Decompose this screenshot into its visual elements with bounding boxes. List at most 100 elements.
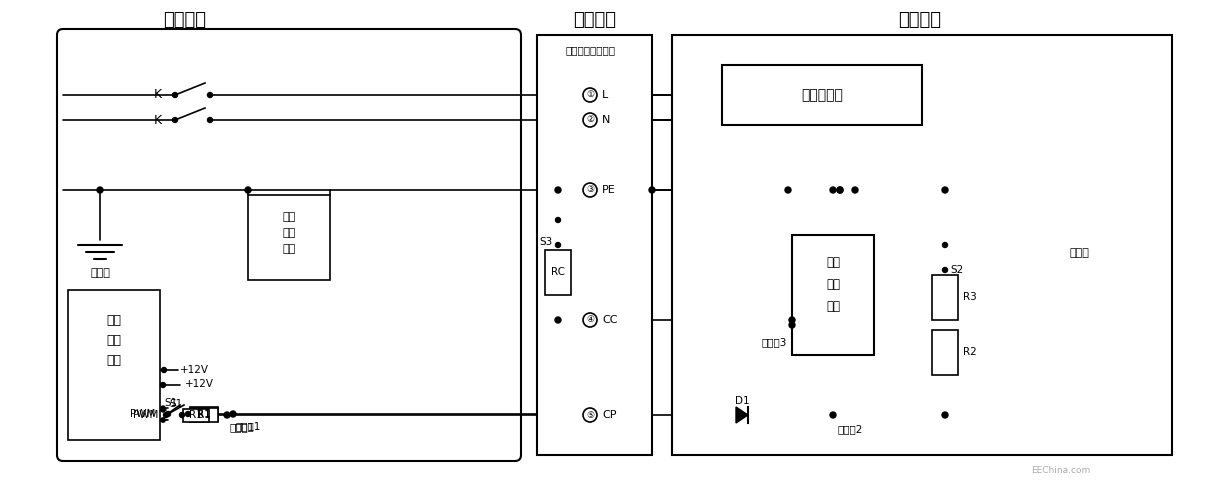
Text: ③: ③ [585,186,594,195]
Circle shape [830,412,836,418]
Bar [791,235,874,355]
Circle shape [587,187,593,193]
Circle shape [207,93,212,98]
Text: 检测点1: 检测点1 [229,422,255,432]
Text: R3: R3 [964,292,977,302]
Text: 车辆插头车辆插座: 车辆插头车辆插座 [565,45,614,55]
Text: 护器: 护器 [282,244,296,254]
Text: +12V: +12V [185,379,215,389]
Text: CP: CP [602,410,617,420]
Circle shape [224,412,230,418]
Circle shape [942,187,948,193]
Circle shape [583,113,598,127]
Text: 控制: 控制 [827,278,840,292]
Text: K: K [154,114,162,126]
Circle shape [789,322,795,328]
Circle shape [161,368,166,372]
Circle shape [555,218,560,222]
Text: PWM: PWM [132,410,158,420]
Text: 流保: 流保 [282,228,296,238]
Bar [932,275,957,320]
Circle shape [852,187,858,193]
Text: K: K [154,89,162,101]
Circle shape [785,187,791,193]
Text: +12V: +12V [181,365,208,375]
Text: S1: S1 [170,399,183,409]
Text: R2: R2 [964,347,977,357]
Circle shape [837,187,844,193]
FancyBboxPatch shape [57,29,521,461]
Circle shape [207,118,212,122]
Circle shape [230,411,236,417]
Text: 检测点1: 检测点1 [235,421,261,431]
Text: S1: S1 [165,398,178,408]
Circle shape [583,88,598,102]
Circle shape [179,413,184,417]
Circle shape [830,187,836,193]
Circle shape [166,412,171,416]
Circle shape [942,412,948,418]
Text: S2: S2 [950,265,964,275]
Circle shape [160,383,166,388]
Bar [545,250,571,295]
Text: EEChina.com: EEChina.com [1030,466,1090,475]
Circle shape [555,243,560,247]
Text: PE: PE [602,185,616,195]
Polygon shape [736,407,748,423]
Text: 供电设备: 供电设备 [164,11,206,29]
Text: ①: ① [585,91,594,99]
Text: R1: R1 [189,410,202,420]
Circle shape [943,268,948,272]
Bar [932,330,957,375]
Text: 车载充电机: 车载充电机 [801,88,842,102]
Text: ②: ② [585,116,594,124]
Text: N: N [602,115,611,125]
Bar [671,35,1172,455]
Bar [722,65,922,125]
Circle shape [789,317,795,323]
Circle shape [164,413,168,417]
Circle shape [943,243,948,247]
Text: 车身地: 车身地 [1070,248,1090,258]
Circle shape [161,406,165,410]
Text: 控制: 控制 [107,334,121,346]
Bar [190,408,218,422]
Text: ⑤: ⑤ [585,411,594,419]
Text: PWM: PWM [130,409,155,419]
Circle shape [555,187,561,193]
Text: S3: S3 [539,237,553,247]
Circle shape [161,418,165,422]
Circle shape [161,408,165,412]
Text: 漏电: 漏电 [282,212,296,222]
Bar [183,409,208,422]
Circle shape [172,93,177,98]
Circle shape [837,187,844,193]
Circle shape [97,187,103,193]
Bar [68,290,160,440]
Bar [190,407,218,421]
Circle shape [583,313,598,327]
Text: 检测点3: 检测点3 [761,337,787,347]
Circle shape [172,118,177,122]
Circle shape [583,408,598,422]
Circle shape [245,187,251,193]
Circle shape [555,317,561,323]
Text: 设备地: 设备地 [90,268,110,278]
Text: D1: D1 [734,396,749,406]
Bar [248,195,330,280]
Bar [537,35,652,455]
Text: 车辆接口: 车辆接口 [573,11,617,29]
Circle shape [161,418,165,422]
Text: L: L [602,90,608,100]
Text: 供电: 供电 [107,314,121,326]
Text: CC: CC [602,315,617,325]
Text: R1: R1 [198,409,211,419]
Text: 车辆: 车辆 [827,256,840,270]
Text: R1: R1 [198,410,211,420]
Text: 装置: 装置 [107,353,121,367]
Text: 装置: 装置 [827,300,840,314]
Text: 检测点2: 检测点2 [837,424,863,434]
Text: RC: RC [551,267,565,277]
Circle shape [583,183,598,197]
Circle shape [648,187,654,193]
